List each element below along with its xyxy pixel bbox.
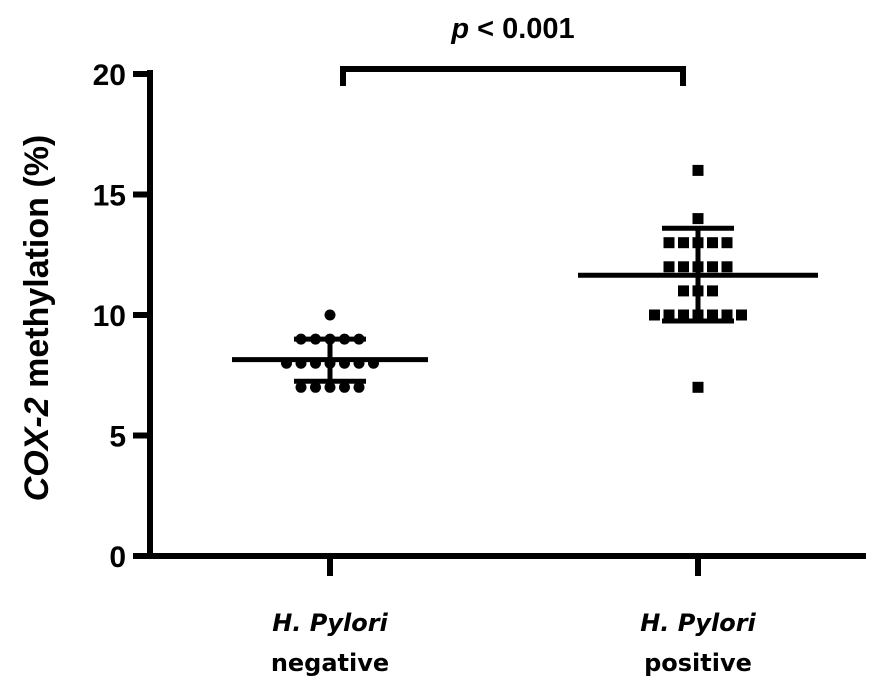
point-positive-10-2 xyxy=(678,309,689,321)
point-negative-7-4 xyxy=(353,381,365,393)
x-category-label-negative-line2: negative xyxy=(271,649,389,677)
point-positive-13-3 xyxy=(707,237,718,249)
x-category-label-positive-line1: H. Pylori xyxy=(640,609,756,637)
x-category-label-negative-line1: H. Pylori xyxy=(272,609,388,637)
point-positive-10-0 xyxy=(649,309,660,321)
point-positive-7-0 xyxy=(692,381,704,393)
point-negative-10-0 xyxy=(324,309,336,321)
point-positive-10-6 xyxy=(736,309,747,321)
y-tick-label-5: 5 xyxy=(109,421,126,454)
point-positive-13-4 xyxy=(721,237,733,249)
p-value-annotation: p < 0.001 xyxy=(450,13,574,45)
significance-bracket xyxy=(340,66,686,86)
point-positive-16-0 xyxy=(692,164,704,176)
y-axis-label: COX-2 methylation (%) xyxy=(18,135,56,502)
point-positive-11-2 xyxy=(707,285,718,297)
point-positive-11-0 xyxy=(678,285,689,297)
point-negative-7-1 xyxy=(310,381,321,393)
x-category-labels: H. Pylori negative H. Pylori positive xyxy=(271,609,757,677)
x-axis-ticks xyxy=(327,556,701,576)
x-category-label-positive-line2: positive xyxy=(644,649,752,677)
point-positive-10-1 xyxy=(663,309,675,321)
mean-sd-bars xyxy=(232,225,818,384)
y-axis-ticks: 0 5 10 15 20 xyxy=(93,59,150,574)
point-positive-14-0 xyxy=(692,213,704,225)
point-positive-10-4 xyxy=(707,309,718,321)
point-negative-7-0 xyxy=(295,381,307,393)
point-positive-10-5 xyxy=(721,309,733,321)
y-tick-label-0: 0 xyxy=(109,541,126,574)
point-positive-12-0 xyxy=(663,261,675,273)
point-positive-13-0 xyxy=(663,237,675,249)
point-positive-12-3 xyxy=(707,261,718,273)
y-tick-label-20: 20 xyxy=(93,59,126,92)
y-tick-label-15: 15 xyxy=(93,180,126,213)
point-positive-12-1 xyxy=(678,261,689,273)
point-negative-7-3 xyxy=(339,381,350,393)
point-positive-13-1 xyxy=(678,237,689,249)
point-positive-12-4 xyxy=(721,261,733,273)
y-tick-label-10: 10 xyxy=(93,300,126,333)
point-negative-7-2 xyxy=(324,381,336,393)
